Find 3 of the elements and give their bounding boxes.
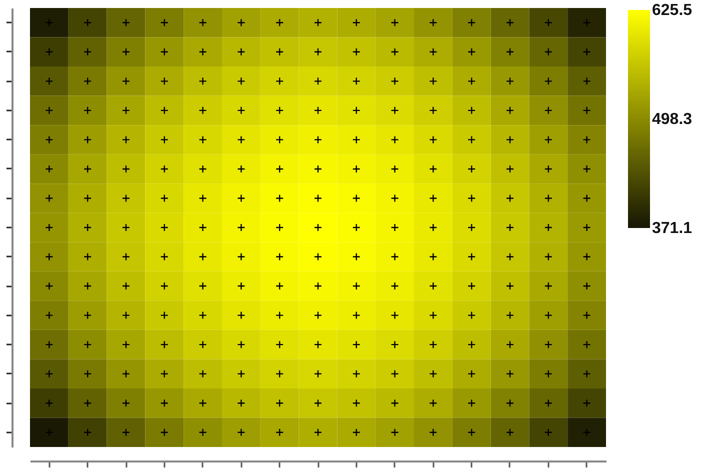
color-bar-label: 625.5 xyxy=(652,2,692,19)
color-bar-label: 371.1 xyxy=(652,220,692,237)
color-bar-label: 498.3 xyxy=(652,111,692,128)
